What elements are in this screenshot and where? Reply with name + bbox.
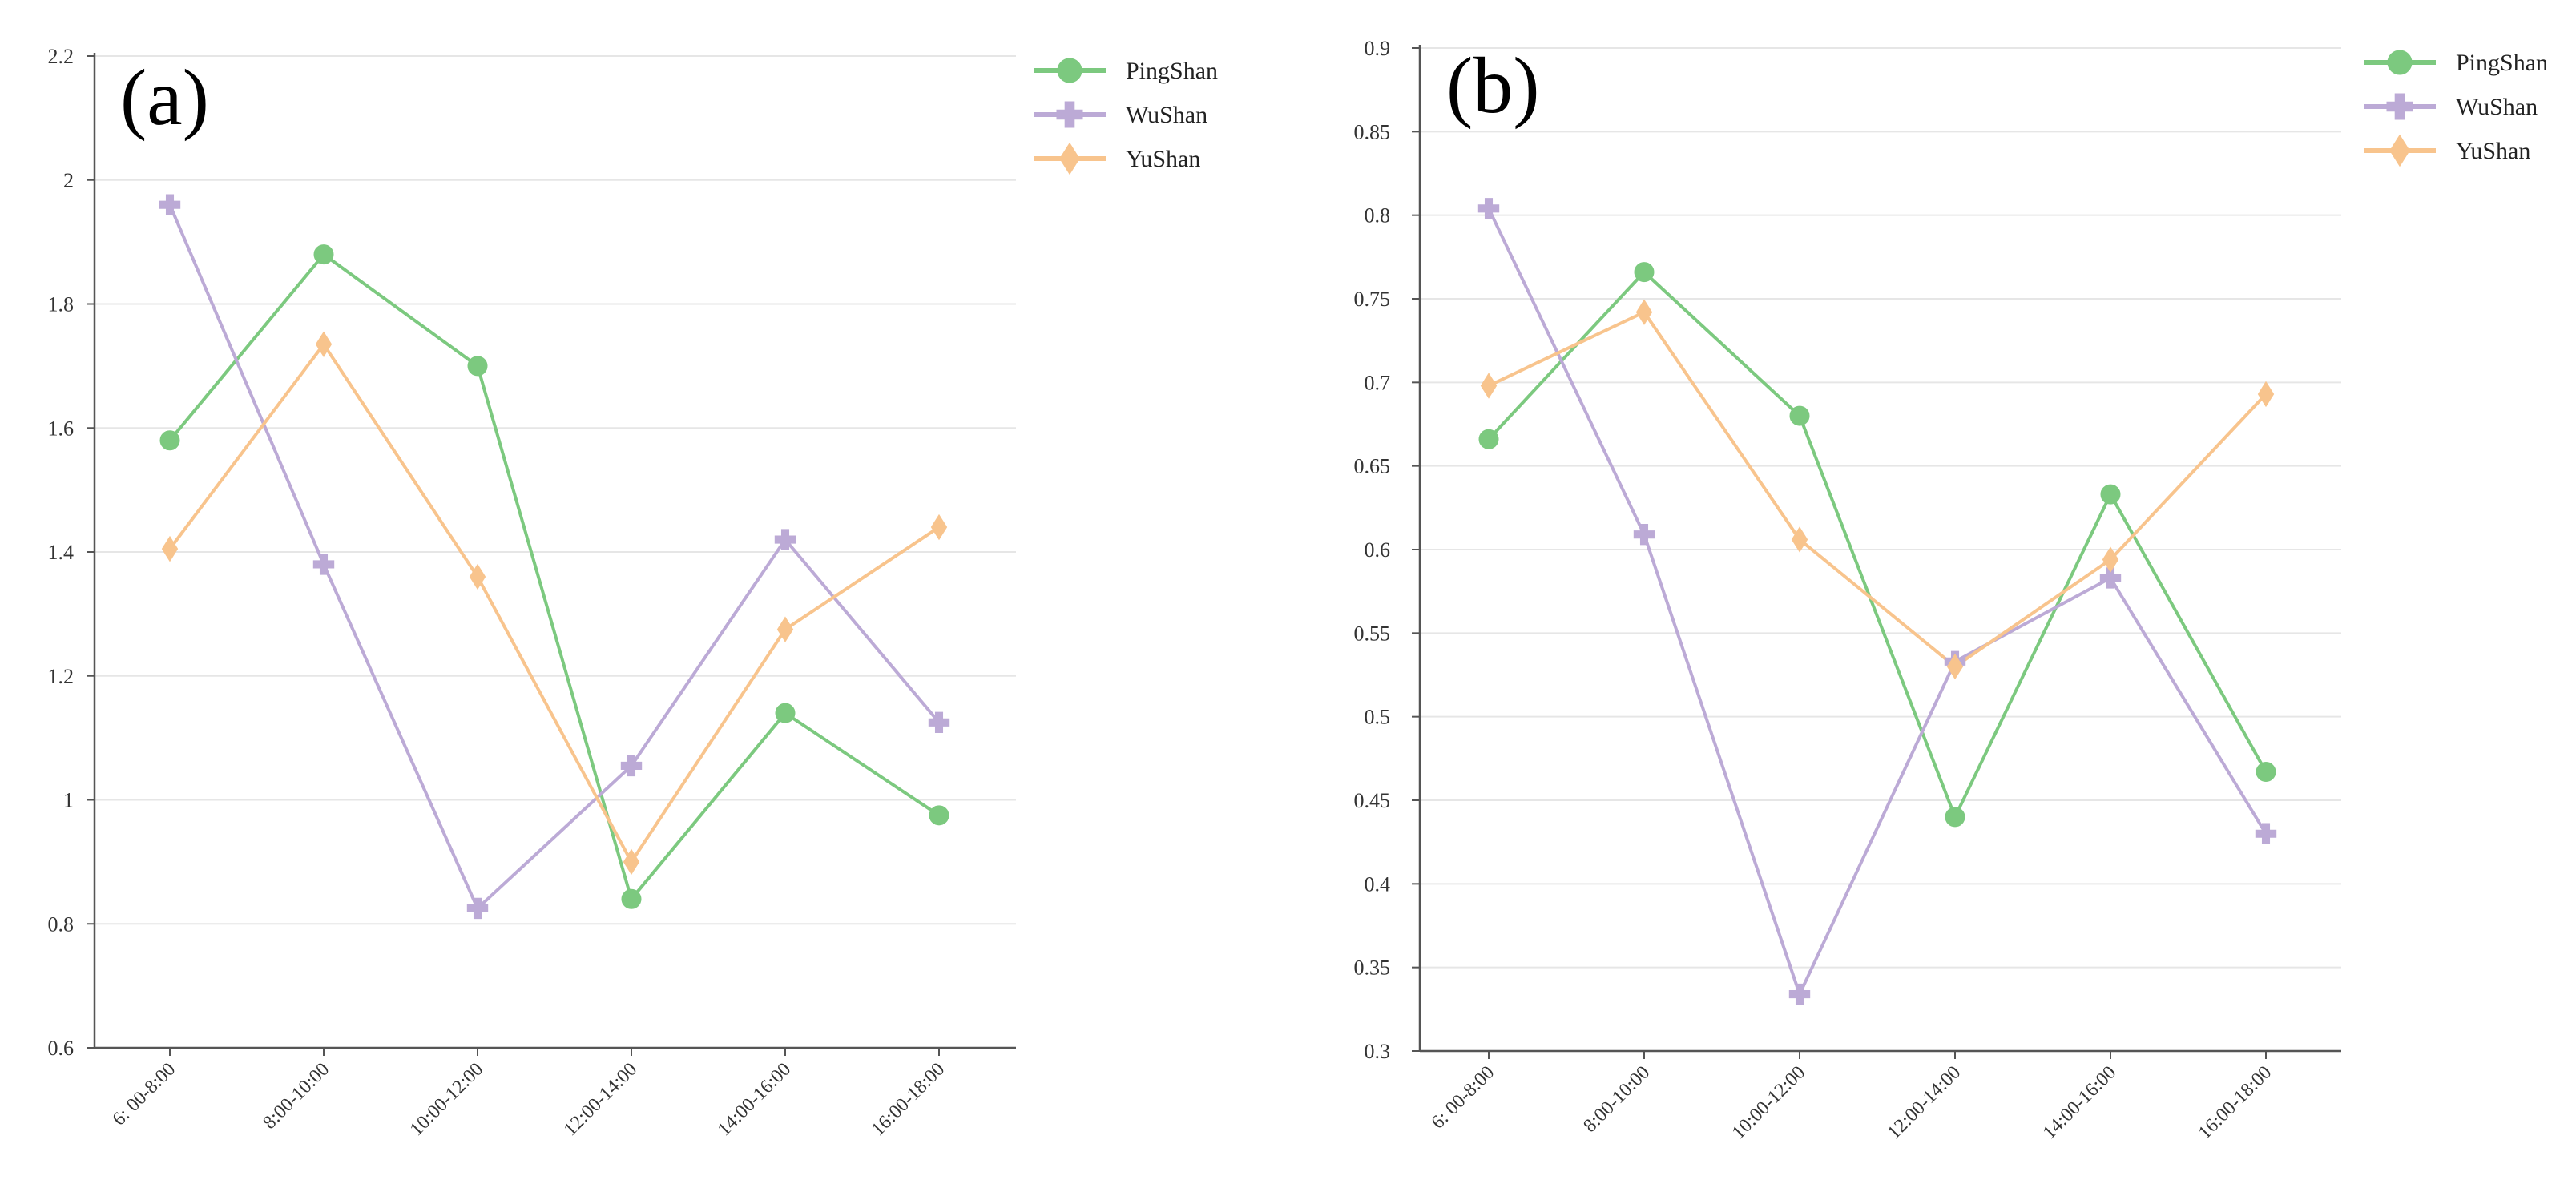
chart-a-panel: 0.6 0.8 1 1.2 1.4 1.6 1.8 2 2.2 6: 00-8:00 8:00-10…: [48, 45, 1219, 1140]
chart-a-marker-pingshan: [621, 888, 642, 909]
chart-a-marker-wushan: [312, 554, 335, 575]
chart-b-marker-wushan: [1788, 983, 1811, 1005]
chart-a-y-tick-label: 2: [63, 169, 74, 192]
chart-b-legend: PingShan WuShan YuShan: [2364, 50, 2548, 167]
chart-b-legend-label-yushan: YuShan: [2456, 138, 2530, 164]
chart-b-marker-pingshan: [1478, 429, 1499, 449]
chart-b-line-yushan: [1488, 310, 2268, 669]
chart-a-marker-yushan: [776, 616, 794, 642]
chart-b-marker-pingshan: [2100, 484, 2121, 505]
chart-a-y-tick-label: 1.8: [48, 293, 75, 316]
chart-b-marker-yushan: [1791, 526, 1808, 553]
chart-a-x-tick-label: 10:00-12:00: [406, 1059, 487, 1140]
chart-b-y-tick-label: 0.7: [1365, 371, 1391, 394]
chart-b-panel: 0.3 0.35 0.4 0.45 0.5 0.55 0.6 0.65 0.7 0.75 0.8 0.…: [1354, 37, 2549, 1143]
chart-a-y-tick-label: 0.8: [48, 912, 75, 936]
chart-b-x-tick-label: 8:00-10:00: [1579, 1062, 1654, 1137]
chart-a-x-tick-label: 12:00-14:00: [560, 1059, 641, 1140]
chart-a-marker-yushan: [930, 513, 948, 541]
chart-a-x-tick-label: 8:00-10:00: [259, 1059, 333, 1134]
chart-b-legend-marker-wushan: [2386, 93, 2413, 120]
chart-a-line-yushan: [168, 341, 941, 865]
chart-b-legend-marker-pingshan: [2387, 50, 2413, 75]
chart-b-y-tick-label: 0.8: [1365, 204, 1391, 228]
chart-a-marker-pingshan: [159, 430, 180, 451]
chart-b-x-tick-label: 16:00-18:00: [2195, 1062, 2276, 1143]
chart-a-legend-label-wushan: WuShan: [1126, 102, 1207, 128]
chart-b-x-tick-label: 6: 00-8:00: [1428, 1062, 1499, 1134]
chart-b-legend-label-wushan: WuShan: [2456, 94, 2538, 120]
chart-b-y-tick-label: 0.35: [1354, 956, 1391, 980]
chart-b-x-tick-label: 10:00-12:00: [1728, 1062, 1809, 1143]
chart-a-y-tick-label: 1.4: [48, 541, 75, 564]
chart-b-marker-pingshan: [1634, 262, 1655, 283]
chart-b-y-tick-label: 0.45: [1354, 789, 1391, 812]
chart-a-marker-yushan: [315, 331, 333, 357]
chart-a-legend-label-pingshan: PingShan: [1126, 58, 1218, 84]
chart-b-y-tick-label: 0.6: [1365, 538, 1391, 562]
chart-a-line-wushan: [168, 203, 941, 912]
chart-b-y-tick-label: 0.85: [1354, 120, 1391, 143]
chart-b-marker-yushan: [2102, 546, 2119, 573]
chart-b-marker-yushan: [2257, 381, 2275, 408]
chart-a-marker-wushan: [159, 194, 181, 215]
chart-b-marker-yushan: [1480, 372, 1498, 399]
chart-a-marker-wushan: [774, 529, 796, 550]
chart-b-y-tick-label: 0.3: [1365, 1040, 1391, 1063]
chart-a-legend-label-yushan: YuShan: [1126, 146, 1200, 172]
chart-b-legend-marker-yushan: [2389, 134, 2410, 167]
chart-a-marker-pingshan: [775, 703, 796, 723]
chart-b-y-tick-label: 0.4: [1365, 872, 1391, 896]
chart-a-marker-yushan: [161, 535, 179, 562]
chart-a-y-tick-label: 1.2: [48, 665, 75, 688]
chart-a-marker-yushan: [469, 563, 486, 590]
chart-b-x-tick-label: 12:00-14:00: [1884, 1062, 1965, 1143]
chart-a-y-tick-label: 0.6: [48, 1037, 75, 1060]
chart-a-panel-label: (a): [120, 53, 209, 142]
chart-a-legend-marker-yushan: [1059, 142, 1080, 175]
chart-a-marker-wushan: [620, 755, 643, 777]
chart-b-marker-wushan: [2255, 823, 2277, 844]
chart-a-legend-marker-wushan: [1056, 101, 1083, 128]
chart-b-x-tick-label: 14:00-16:00: [2039, 1062, 2120, 1143]
chart-b-y-tick-label: 0.9: [1365, 37, 1391, 60]
chart-a-marker-pingshan: [467, 356, 488, 377]
chart-b-legend-label-pingshan: PingShan: [2456, 50, 2548, 76]
chart-b-marker-wushan: [2099, 567, 2122, 589]
chart-a-x-tick-label: 6: 00-8:00: [109, 1059, 180, 1130]
chart-a-y-tick-label: 1.6: [48, 417, 75, 440]
chart-b-y-tick-label: 0.75: [1354, 288, 1391, 311]
chart-a-line-pingshan: [168, 252, 941, 903]
chart-b-marker-yushan: [1946, 653, 1964, 680]
chart-b-marker-wushan: [1633, 524, 1655, 546]
chart-a-legend-marker-pingshan: [1057, 58, 1082, 83]
chart-b-line-pingshan: [1487, 269, 2268, 821]
chart-b-marker-wushan: [1477, 198, 1500, 219]
chart-a-x-tick-label: 16:00-18:00: [868, 1059, 949, 1140]
chart-b-marker-pingshan: [2256, 762, 2276, 783]
chart-a-x-tick-label: 14:00-16:00: [714, 1059, 795, 1140]
chart-a-legend: PingShan WuShan YuShan: [1034, 58, 1218, 175]
chart-a-marker-pingshan: [929, 805, 949, 826]
chart-b-line-wushan: [1487, 207, 2268, 999]
chart-a-marker-pingshan: [313, 244, 334, 265]
chart-b-marker-pingshan: [1945, 807, 1965, 828]
chart-b-y-tick-label: 0.65: [1354, 455, 1391, 478]
chart-a-marker-wushan: [466, 897, 489, 920]
chart-a-marker-yushan: [623, 848, 640, 876]
chart-b-marker-pingshan: [1789, 405, 1810, 426]
chart-a-y-tick-label: 1: [63, 789, 74, 812]
chart-b-y-tick-label: 0.5: [1365, 706, 1391, 729]
chart-a-marker-wushan: [928, 711, 950, 733]
chart-b-y-tick-label: 0.55: [1354, 622, 1391, 645]
chart-b-panel-label: (b): [1446, 41, 1540, 130]
chart-a-y-tick-label: 2.2: [48, 45, 75, 68]
chart-b-marker-yushan: [1635, 299, 1653, 325]
